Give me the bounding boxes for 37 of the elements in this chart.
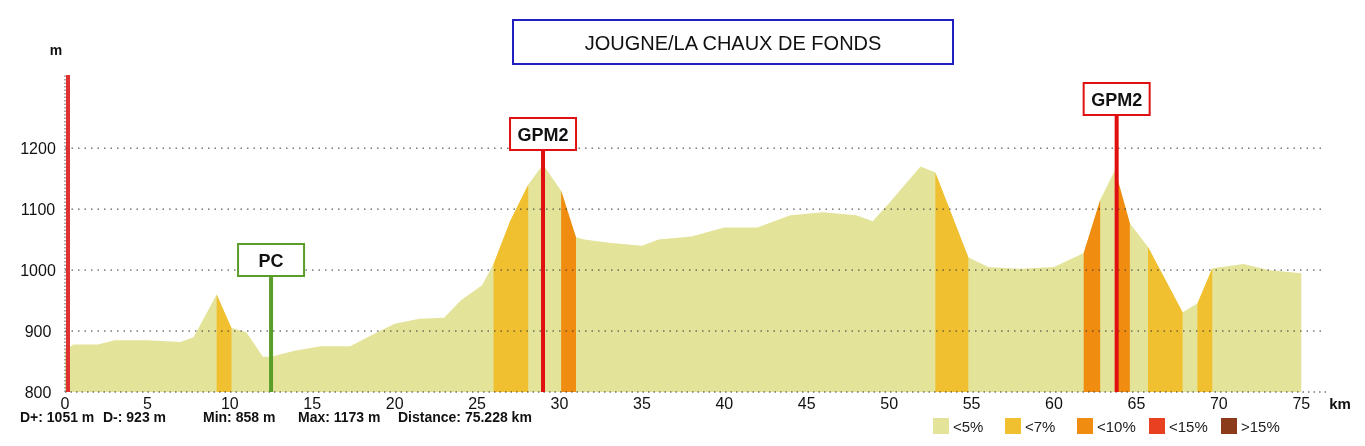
legend-label: >15% <box>1241 418 1280 435</box>
x-tick-label: 35 <box>633 395 651 412</box>
chart-title: JOUGNE/LA CHAUX DE FONDS <box>584 32 882 54</box>
x-tick-label: 20 <box>385 395 404 412</box>
x-tick-label: 30 <box>550 395 569 412</box>
x-tick-label: 0 <box>60 395 70 412</box>
y-tick-label: 1100 <box>20 201 56 219</box>
y-tick-label: 1200 <box>20 140 56 158</box>
text: D-: 923 m <box>103 409 167 425</box>
x-tick-label: 45 <box>797 395 816 412</box>
x-tick-label: 55 <box>962 395 981 412</box>
ref-line-label: PC <box>258 251 284 271</box>
x-tick-label: 40 <box>715 395 734 412</box>
x-tick-label: 70 <box>1209 395 1228 412</box>
x-tick-label: 10 <box>220 395 239 412</box>
x-tick-label: 15 <box>303 395 322 412</box>
ref-line-label: GPM2 <box>517 125 569 145</box>
legend-label: <5% <box>953 418 984 435</box>
x-tick-label: 65 <box>1127 395 1146 412</box>
legend-label: <7% <box>1025 418 1056 435</box>
x-axis-title: km <box>1329 395 1351 412</box>
legend-label: <15% <box>1169 418 1208 435</box>
legend-label: <10% <box>1097 418 1136 435</box>
x-tick-label: 50 <box>880 395 899 412</box>
y-axis-title: m <box>49 42 63 58</box>
x-tick-label: 25 <box>468 395 487 412</box>
text: D+: 1051 m <box>20 409 95 425</box>
ref-line-label: GPM2 <box>1091 90 1143 110</box>
y-tick-label: 900 <box>24 323 52 341</box>
x-tick-label: 5 <box>142 395 152 412</box>
text: Distance: 75.228 km <box>398 409 532 425</box>
text: Max: 1173 m <box>298 409 381 425</box>
x-tick-label: 75 <box>1292 395 1311 412</box>
x-tick-label: 60 <box>1045 395 1064 412</box>
y-tick-label: 800 <box>24 384 52 401</box>
y-tick-label: 1000 <box>20 262 56 280</box>
text: Min: 858 m <box>203 409 276 425</box>
